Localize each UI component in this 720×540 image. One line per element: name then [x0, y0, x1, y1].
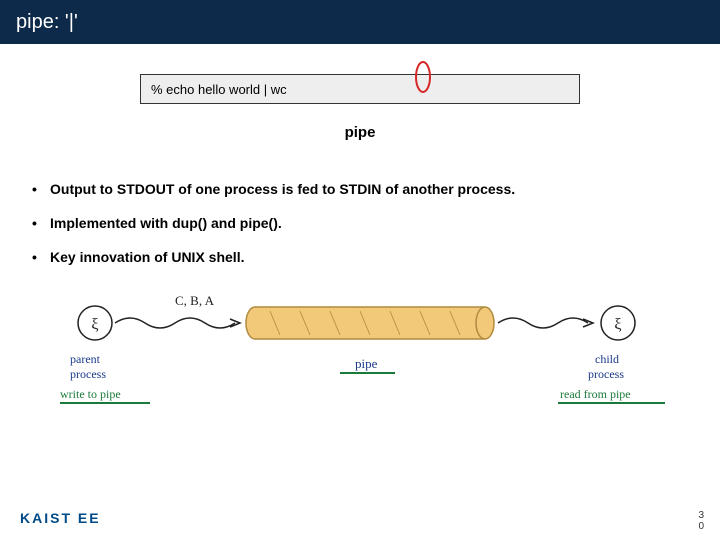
command-text: % echo hello world | wc — [151, 82, 287, 97]
footer-logo: KAIST EE — [20, 510, 101, 526]
parent-action: write to pipe — [60, 387, 121, 401]
page-number: 30 — [698, 510, 704, 532]
child-label-line1: child — [595, 352, 619, 366]
bullet-item: Output to STDOUT of one process is fed t… — [32, 181, 688, 197]
child-label-line2: process — [588, 367, 624, 381]
parent-label-line2: process — [70, 367, 106, 381]
pipe-highlight-circle — [414, 60, 432, 94]
child-action: read from pipe — [560, 387, 631, 401]
pipe-center-label: pipe — [355, 356, 378, 371]
data-letters: C, B, A — [175, 293, 215, 308]
pipe-diagram: ξ C, B, A ξ parent process write to pipe… — [40, 283, 680, 413]
right-process-symbol: ξ — [614, 316, 621, 333]
command-box: % echo hello world | wc — [140, 74, 580, 104]
slide-title: pipe: '|' — [16, 11, 78, 34]
pipe-caption: pipe — [0, 124, 720, 141]
bullet-item: Implemented with dup() and pipe(). — [32, 215, 688, 231]
parent-label-line1: parent — [70, 352, 101, 366]
left-process-symbol: ξ — [91, 316, 98, 333]
bullet-list: Output to STDOUT of one process is fed t… — [32, 181, 688, 265]
bullet-item: Key innovation of UNIX shell. — [32, 249, 688, 265]
slide-header: pipe: '|' — [0, 0, 720, 44]
